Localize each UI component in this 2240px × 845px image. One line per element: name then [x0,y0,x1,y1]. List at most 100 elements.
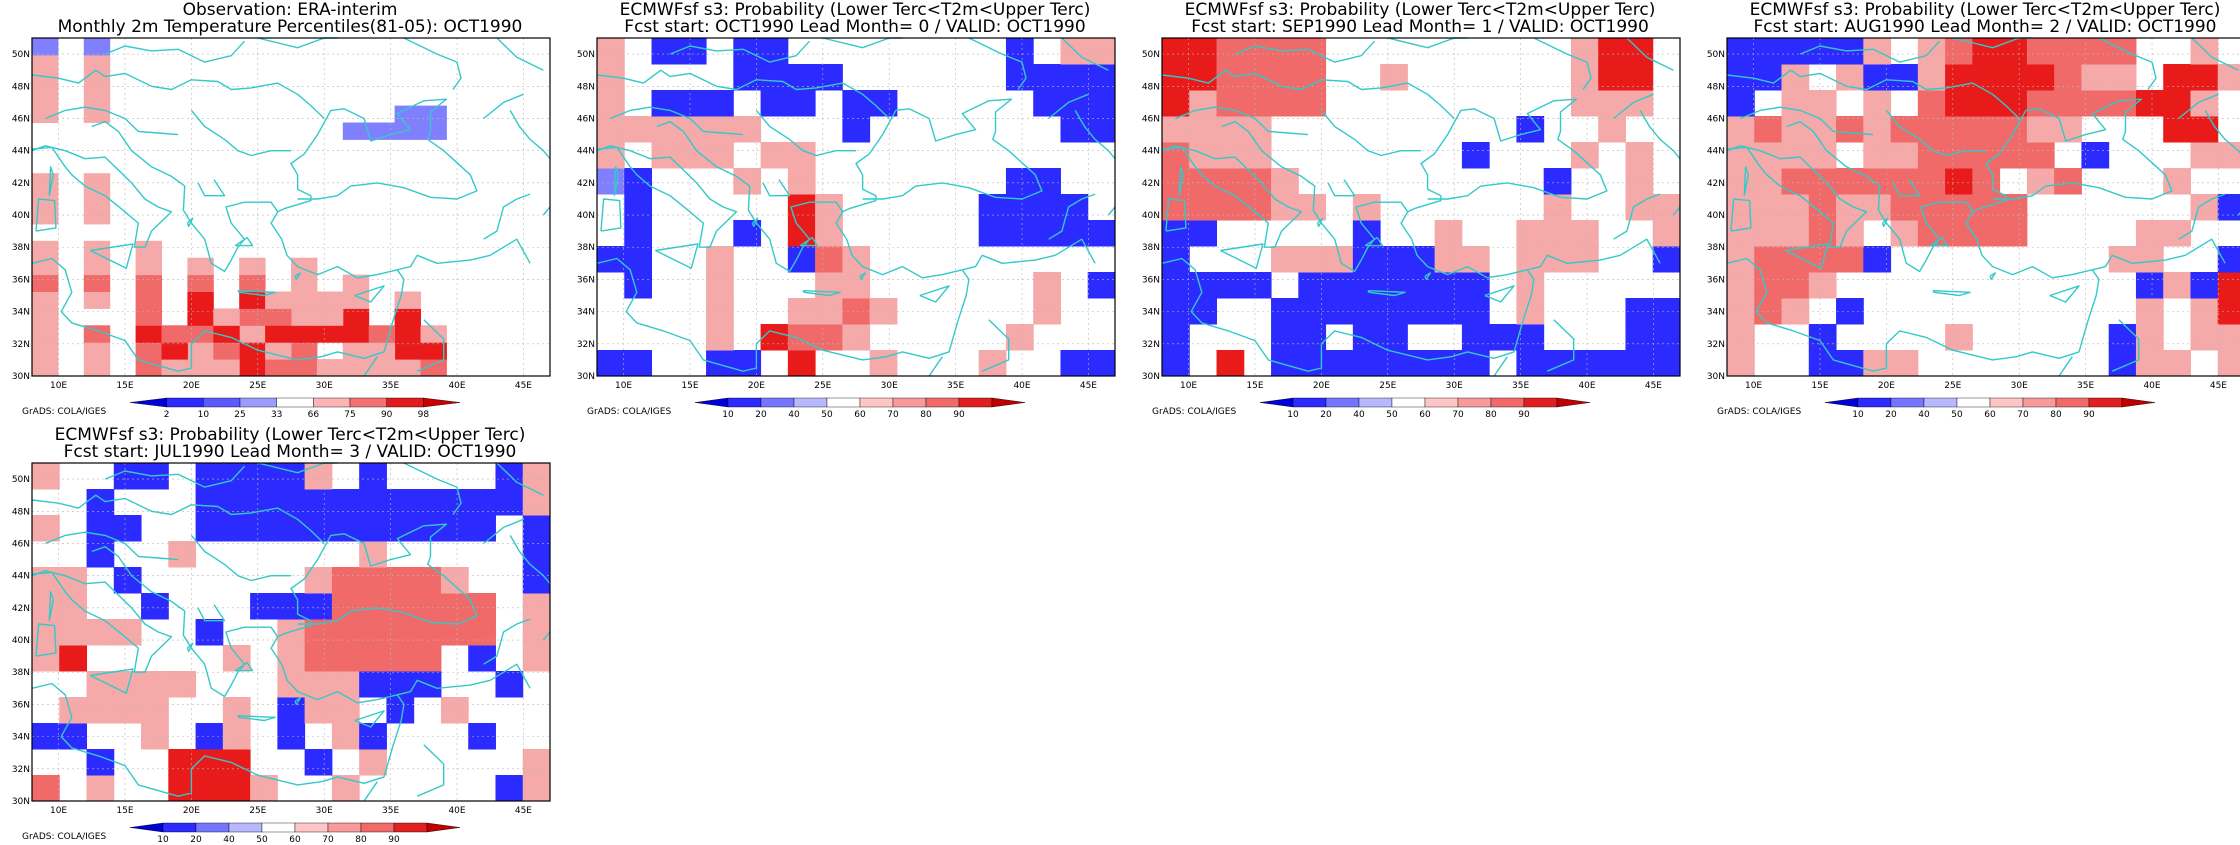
grid-cell [83,71,111,90]
x-tick-label: 10E [50,381,67,391]
grid-cell [1543,194,1572,221]
grid-cell [135,325,162,343]
grid-cell [1543,220,1572,247]
coastline-path [31,69,325,120]
grid-cell [187,291,214,309]
coastline-path [483,93,524,120]
grid-cell [1945,194,1973,221]
grid-cell [265,342,292,360]
grid-cell [83,190,111,208]
grid-cell [2135,350,2164,377]
colorbar-label: 90 [953,410,965,420]
colorbar-swatch [2121,397,2156,408]
grid-cell [1917,38,1946,65]
y-tick-label: 40N [1707,211,1725,221]
grid-cell [706,272,734,299]
island-path [1730,198,1752,232]
map-frame [596,37,1116,377]
x-tick-label: 35E [1512,381,1529,391]
y-tick-label: 38N [12,668,30,678]
grid-cell [1652,350,1681,377]
chart-title: ECMWFsf s3: Probability (Lower Terc<T2m<… [619,0,1091,20]
colorbar-label: 60 [1419,410,1431,420]
grid-cell [1754,38,1783,65]
grid-cell [359,723,387,750]
grid-cell [1033,298,1061,325]
grid-cell [2054,168,2082,195]
grid-cell [1598,116,1626,143]
grid-cell [86,775,115,802]
grid-cell [1836,64,1864,91]
island-path [1743,166,1749,196]
x-tick-label: 15E [1811,381,1828,391]
grid-cell [1570,246,1599,273]
coastline-path [2204,110,2240,154]
colorbar-swatch [1325,397,1360,408]
grid-cell [2108,324,2137,351]
coastline-path [1161,145,1303,248]
colorbar-swatch [393,822,428,833]
grid-cell [597,350,625,377]
grid-cell [1461,142,1490,169]
grid-cell [141,593,169,620]
island-path [1316,217,1324,227]
grid-cell [277,645,306,672]
coastline-path [1613,93,1654,120]
coastline-path [1613,193,1661,240]
grid-cell [239,342,266,360]
map-svg: 10E 15E 20E 25E 30E 35E 40E 45E 30N 32N 34N 36N 38N 4… [1142,37,1681,420]
grid-cell [83,54,111,73]
colorbar-label: 70 [887,410,899,420]
grid-cell [1863,246,1892,273]
grid-cell [1781,272,1810,299]
grid-cell [168,671,197,698]
x-tick-label: 35E [2077,381,2094,391]
colorbar-swatch [727,397,762,408]
y-tick-label: 42N [577,179,595,189]
grid-cell [597,38,625,65]
grid-cell [1516,246,1545,273]
grid-cell [394,325,421,343]
grid-cell [815,246,843,273]
grid-cell [1598,38,1626,65]
grid-cell [291,325,318,343]
grid-cell [83,325,111,343]
island-path [354,710,385,728]
grid-cell [1162,298,1190,325]
grid-cell [1836,220,1864,247]
grid-cell [250,593,278,620]
grid-cell [2026,90,2055,117]
grid-cell [1754,194,1783,221]
island-path [1367,290,1406,297]
colorbar-label: 80 [920,410,932,420]
grid-cell [1352,272,1381,299]
grid-cell [86,489,115,516]
coastlines [1161,37,1681,377]
grid-cell [2108,38,2137,65]
x-tick-label: 30E [2011,381,2028,391]
colorbar-swatch [760,397,795,408]
grid-cell [1890,168,1919,195]
grid-cell [1298,272,1327,299]
coastline-path [483,193,531,240]
colorbar-swatch [294,822,329,833]
grid-cell [1060,64,1089,91]
colorbar-label: 75 [344,410,355,420]
coastline-path [483,518,524,545]
island-path [1929,236,1949,247]
grid-cell [1836,350,1864,377]
coastlines [31,37,551,377]
colorbar-label: 70 [2017,410,2029,420]
grid-cell [1917,142,1946,169]
grid-cell [1754,298,1783,325]
grid-cell [1836,116,1864,143]
grid-cell [239,325,266,343]
colorbar-swatch [2088,397,2123,408]
grid-cell [420,359,447,377]
grid-cell [1570,38,1599,65]
grid-cell [83,38,111,56]
grid-cell [1972,64,2001,91]
y-tick-label: 38N [1707,243,1725,253]
island-path [1932,290,1971,297]
grid-cell [304,645,333,672]
